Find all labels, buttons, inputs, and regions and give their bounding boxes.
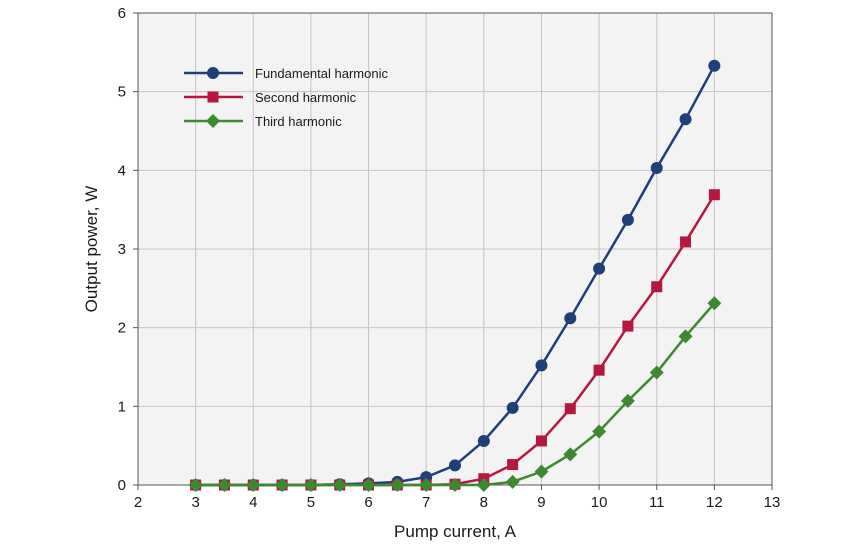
legend-marker: [206, 114, 220, 128]
legend-label: Fundamental harmonic: [255, 66, 388, 81]
data-point: [708, 59, 721, 72]
data-point: [303, 478, 318, 492]
data-point: [593, 262, 606, 275]
x-tick-label: 12: [706, 494, 723, 511]
data-point: [188, 478, 203, 492]
data-point: [650, 161, 663, 174]
data-point: [620, 393, 635, 408]
x-tick-label: 8: [480, 494, 488, 511]
data-point: [275, 478, 290, 492]
data-point: [563, 447, 578, 462]
y-tick-label: 2: [118, 320, 126, 337]
data-point: [564, 403, 576, 415]
data-point: [708, 189, 720, 201]
data-point: [564, 312, 577, 325]
y-axis: 0 1 2 3 4 5 6: [118, 5, 138, 494]
x-tick-label: 4: [249, 494, 257, 511]
data-point: [593, 364, 605, 376]
y-axis-label: Output power, W: [82, 186, 101, 313]
x-axis-label: Pump current, A: [394, 522, 517, 541]
x-tick-label: 5: [307, 494, 315, 511]
legend: Fundamental harmonic Second harmonic Third…: [184, 66, 388, 129]
data-point: [680, 236, 692, 248]
data-point: [592, 424, 607, 439]
data-point: [707, 296, 722, 311]
data-point: [505, 474, 520, 489]
data-point: [477, 434, 490, 447]
x-tick-label: 13: [764, 494, 781, 511]
data-point: [534, 464, 549, 479]
x-tick-label: 6: [364, 494, 372, 511]
y-tick-label: 3: [118, 241, 126, 258]
y-tick-label: 5: [118, 84, 126, 101]
y-tick-label: 1: [118, 398, 126, 415]
data-point: [419, 478, 434, 492]
x-tick-label: 7: [422, 494, 430, 511]
legend-label: Second harmonic: [255, 90, 357, 105]
data-point: [622, 320, 634, 332]
x-tick-label: 10: [591, 494, 608, 511]
legend-marker: [207, 91, 219, 103]
legend-item: Fundamental harmonic: [184, 66, 388, 81]
legend-item: Second harmonic: [184, 90, 357, 105]
data-point: [651, 281, 663, 293]
legend-marker: [207, 67, 219, 79]
x-tick-label: 2: [134, 494, 142, 511]
x-tick-label: 9: [537, 494, 545, 511]
data-point: [217, 478, 232, 492]
data-point: [535, 435, 547, 447]
x-tick-label: 11: [649, 494, 665, 511]
data-point: [390, 478, 405, 492]
data-point: [649, 365, 664, 380]
data-point: [361, 478, 376, 492]
y-tick-label: 6: [118, 5, 126, 22]
data-point: [246, 478, 261, 492]
legend-item: Third harmonic: [184, 114, 342, 129]
data-point: [448, 478, 462, 492]
data-point: [678, 329, 693, 344]
data-point: [507, 459, 519, 471]
data-point: [332, 478, 347, 492]
series-3: [188, 296, 722, 492]
data-point: [476, 478, 491, 492]
y-tick-label: 0: [118, 477, 126, 494]
legend-label: Third harmonic: [255, 114, 342, 129]
data-point: [449, 459, 461, 472]
grid: [138, 13, 772, 485]
y-tick-label: 4: [118, 162, 126, 179]
data-point: [679, 113, 692, 126]
data-point: [621, 213, 634, 226]
x-tick-label: 3: [191, 494, 199, 511]
series-layer: [188, 59, 722, 492]
data-point: [535, 359, 548, 372]
data-point: [506, 401, 519, 414]
